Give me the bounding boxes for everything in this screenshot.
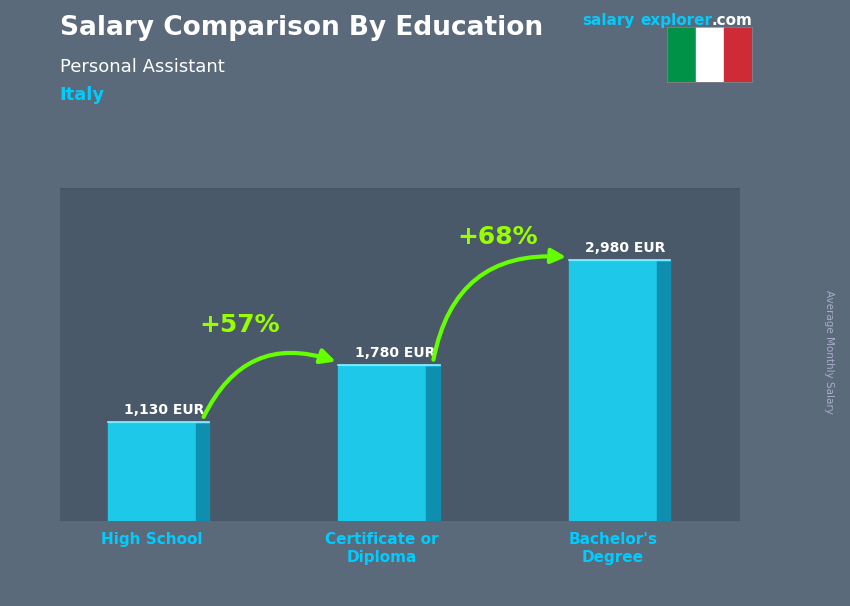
Text: Salary Comparison By Education: Salary Comparison By Education [60, 15, 542, 41]
Polygon shape [426, 365, 439, 521]
Polygon shape [196, 422, 209, 521]
Bar [108, 422, 196, 521]
Text: 2,980 EUR: 2,980 EUR [586, 241, 666, 255]
Bar [667, 27, 695, 82]
Bar [569, 260, 656, 521]
Polygon shape [656, 260, 671, 521]
Text: .com: .com [711, 13, 752, 28]
Bar [724, 27, 752, 82]
Text: Italy: Italy [60, 86, 105, 104]
Bar [695, 27, 724, 82]
Text: Average Monthly Salary: Average Monthly Salary [824, 290, 834, 413]
Bar [338, 365, 426, 521]
Text: salary: salary [582, 13, 635, 28]
Text: 1,130 EUR: 1,130 EUR [124, 403, 205, 417]
Text: explorer: explorer [640, 13, 712, 28]
Text: Personal Assistant: Personal Assistant [60, 58, 224, 76]
Text: 1,780 EUR: 1,780 EUR [354, 346, 435, 360]
Text: +68%: +68% [457, 225, 538, 249]
Text: +57%: +57% [199, 313, 280, 337]
